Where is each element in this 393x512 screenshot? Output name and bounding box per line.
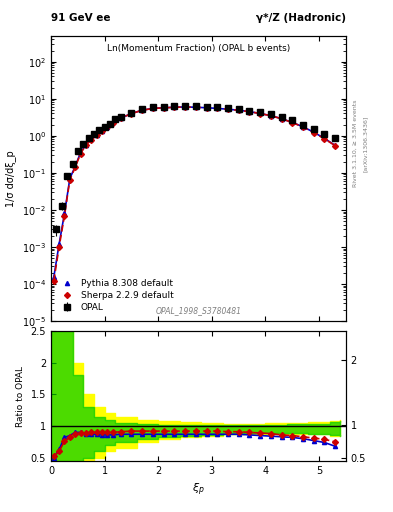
Sherpa 2.2.9 default [236, 107, 241, 113]
Pythia 8.308 default [129, 111, 134, 117]
Pythia 8.308 default [301, 124, 305, 130]
Text: γ*/Z (Hadronic): γ*/Z (Hadronic) [256, 13, 346, 23]
Sherpa 2.2.9 default [172, 104, 177, 111]
Text: Rivet 3.1.10, ≥ 3.5M events: Rivet 3.1.10, ≥ 3.5M events [353, 100, 358, 187]
Sherpa 2.2.9 default [268, 113, 273, 119]
Sherpa 2.2.9 default [118, 115, 123, 121]
Pythia 8.308 default [151, 105, 155, 112]
Sherpa 2.2.9 default [100, 128, 105, 134]
Line: Sherpa 2.2.9 default: Sherpa 2.2.9 default [52, 105, 337, 283]
Sherpa 2.2.9 default [51, 278, 56, 284]
Pythia 8.308 default [73, 163, 77, 169]
Sherpa 2.2.9 default [94, 132, 99, 138]
Sherpa 2.2.9 default [279, 116, 284, 122]
Sherpa 2.2.9 default [204, 105, 209, 111]
Pythia 8.308 default [193, 104, 198, 110]
Sherpa 2.2.9 default [57, 244, 61, 250]
Pythia 8.308 default [311, 129, 316, 135]
Pythia 8.308 default [100, 128, 105, 134]
Pythia 8.308 default [215, 105, 220, 112]
Sherpa 2.2.9 default [89, 137, 94, 143]
Pythia 8.308 default [226, 106, 230, 112]
Pythia 8.308 default [204, 105, 209, 111]
Sherpa 2.2.9 default [215, 105, 220, 112]
Pythia 8.308 default [57, 241, 61, 247]
Sherpa 2.2.9 default [301, 124, 305, 130]
Pythia 8.308 default [236, 107, 241, 113]
Pythia 8.308 default [51, 274, 56, 281]
Pythia 8.308 default [84, 141, 88, 147]
Sherpa 2.2.9 default [84, 142, 88, 148]
Pythia 8.308 default [183, 104, 187, 110]
Sherpa 2.2.9 default [311, 130, 316, 136]
Sherpa 2.2.9 default [68, 177, 72, 183]
Y-axis label: Ratio to OPAL: Ratio to OPAL [16, 366, 25, 426]
Pythia 8.308 default [258, 111, 263, 117]
Pythia 8.308 default [268, 113, 273, 119]
Sherpa 2.2.9 default [140, 107, 145, 113]
Pythia 8.308 default [247, 109, 252, 115]
Pythia 8.308 default [333, 142, 338, 148]
Sherpa 2.2.9 default [183, 104, 187, 110]
Sherpa 2.2.9 default [129, 111, 134, 117]
Legend: Pythia 8.308 default, Sherpa 2.2.9 default, OPAL: Pythia 8.308 default, Sherpa 2.2.9 defau… [55, 275, 178, 316]
Pythia 8.308 default [322, 135, 327, 141]
Pythia 8.308 default [118, 115, 123, 121]
Sherpa 2.2.9 default [333, 143, 338, 149]
Sherpa 2.2.9 default [290, 119, 295, 125]
Text: OPAL_1998_S3780481: OPAL_1998_S3780481 [156, 306, 241, 315]
Text: Ln(Momentum Fraction) (OPAL b events): Ln(Momentum Fraction) (OPAL b events) [107, 45, 290, 53]
Pythia 8.308 default [62, 210, 67, 217]
Sherpa 2.2.9 default [226, 106, 230, 113]
Pythia 8.308 default [161, 105, 166, 111]
Sherpa 2.2.9 default [110, 119, 115, 125]
Sherpa 2.2.9 default [151, 105, 155, 112]
Text: [arXiv:1306.3436]: [arXiv:1306.3436] [363, 115, 368, 172]
Sherpa 2.2.9 default [247, 109, 252, 115]
Pythia 8.308 default [172, 104, 177, 110]
Sherpa 2.2.9 default [105, 124, 110, 130]
Sherpa 2.2.9 default [73, 164, 77, 170]
Pythia 8.308 default [140, 107, 145, 113]
Pythia 8.308 default [105, 124, 110, 130]
Sherpa 2.2.9 default [62, 212, 67, 219]
Pythia 8.308 default [68, 176, 72, 182]
Pythia 8.308 default [279, 116, 284, 122]
Y-axis label: 1/σ dσ/dξ_p: 1/σ dσ/dξ_p [6, 150, 17, 207]
Pythia 8.308 default [89, 136, 94, 142]
Pythia 8.308 default [94, 132, 99, 138]
Sherpa 2.2.9 default [258, 111, 263, 117]
Line: Pythia 8.308 default: Pythia 8.308 default [52, 105, 337, 280]
Sherpa 2.2.9 default [193, 104, 198, 111]
Pythia 8.308 default [78, 150, 83, 156]
Text: 91 GeV ee: 91 GeV ee [51, 13, 110, 23]
Pythia 8.308 default [110, 119, 115, 125]
Sherpa 2.2.9 default [161, 105, 166, 111]
Sherpa 2.2.9 default [322, 136, 327, 142]
X-axis label: $\xi_p$: $\xi_p$ [192, 481, 205, 498]
Pythia 8.308 default [290, 119, 295, 125]
Sherpa 2.2.9 default [78, 151, 83, 157]
